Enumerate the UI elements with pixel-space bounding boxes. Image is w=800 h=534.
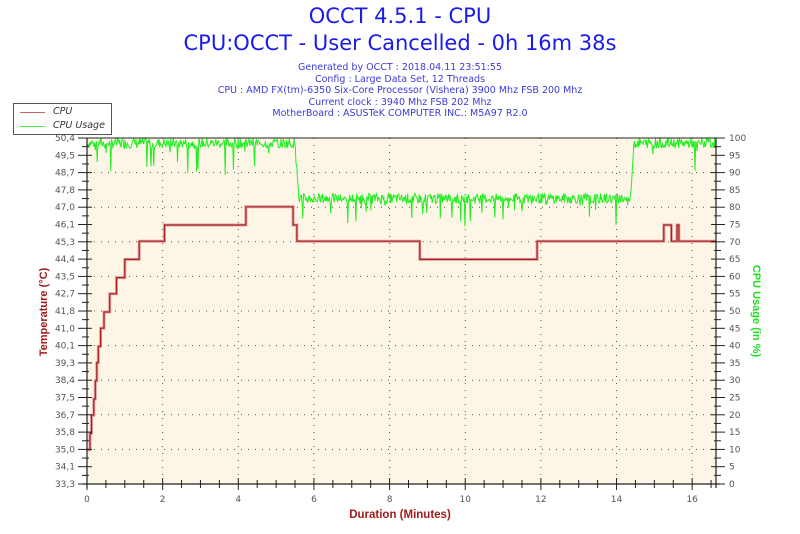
y2-tick-label: 40 bbox=[729, 342, 741, 352]
y2-tick-label: 90 bbox=[729, 169, 741, 179]
y-tick-label: 45,3 bbox=[55, 238, 75, 248]
y-tick-label: 33,3 bbox=[55, 480, 75, 490]
y-tick-label: 48,7 bbox=[55, 169, 75, 179]
y2-tick-label: 5 bbox=[729, 463, 735, 473]
info-cpu: CPU : AMD FX(tm)-6350 Six-Core Processor… bbox=[217, 85, 583, 97]
y-tick-label: 37,5 bbox=[55, 394, 75, 404]
y-tick-label: 44,4 bbox=[55, 255, 75, 265]
y2-tick-label: 50 bbox=[729, 307, 741, 317]
y2-tick-label: 65 bbox=[729, 255, 740, 265]
y-tick-label: 35,8 bbox=[55, 428, 75, 438]
y2-tick-label: 95 bbox=[729, 151, 740, 161]
y2-tick-label: 75 bbox=[729, 221, 740, 231]
y-tick-label: 47,0 bbox=[55, 203, 75, 213]
x-tick-label: 10 bbox=[460, 495, 472, 505]
y2-tick-label: 60 bbox=[729, 272, 741, 282]
cpu-usage-line bbox=[86, 136, 716, 227]
y-tick-label: 41,0 bbox=[55, 324, 75, 334]
legend-swatch-cpu bbox=[20, 112, 45, 113]
y-tick-label: 34,1 bbox=[55, 463, 75, 473]
x-tick-label: 0 bbox=[84, 495, 90, 505]
y-tick-label: 42,7 bbox=[55, 290, 75, 300]
info-config: Config : Large Data Set, 12 Threads bbox=[314, 73, 486, 85]
x-tick-label: 8 bbox=[387, 495, 393, 505]
y2-tick-label: 45 bbox=[729, 324, 740, 334]
y2-tick-label: 10 bbox=[729, 445, 741, 455]
x-axis-label: Duration (Minutes) bbox=[349, 509, 451, 521]
y-tick-label: 36,7 bbox=[55, 411, 75, 421]
chart-subtitle: CPU:OCCT - User Cancelled - 0h 16m 38s bbox=[183, 31, 617, 55]
y2-tick-label: 100 bbox=[729, 134, 746, 144]
y2-tick-label: 35 bbox=[729, 359, 740, 369]
y-tick-label: 39,3 bbox=[55, 359, 75, 369]
info-generated: Generated by OCCT : 2018.04.11 23:51:55 bbox=[298, 62, 502, 73]
y2-tick-label: 70 bbox=[729, 238, 741, 248]
y-tick-label: 40,1 bbox=[55, 342, 75, 352]
y-tick-label: 38,4 bbox=[55, 376, 75, 386]
y-tick-label: 47,8 bbox=[55, 186, 75, 196]
info-motherboard: MotherBoard : ASUSTeK COMPUTER INC.: M5A… bbox=[272, 108, 528, 120]
y-tick-label: 46,1 bbox=[55, 221, 75, 231]
x-tick-label: 6 bbox=[311, 495, 317, 505]
y-tick-label: 41,8 bbox=[55, 307, 75, 317]
info-clock: Current clock : 3940 Mhz FSB 202 Mhz bbox=[308, 96, 492, 108]
plot-area bbox=[87, 138, 716, 484]
legend-swatch-cpu-usage bbox=[20, 126, 45, 127]
cpu-temp-line bbox=[87, 206, 716, 451]
y2-tick-label: 55 bbox=[729, 290, 740, 300]
y2-tick-label: 15 bbox=[729, 428, 740, 438]
legend: CPU CPU Usage bbox=[13, 103, 112, 135]
system-info: Generated by OCCT : 2018.04.11 23:51:55 … bbox=[0, 62, 800, 120]
y-axis-label-temperature: Temperature (°C) bbox=[38, 267, 50, 357]
y2-tick-label: 20 bbox=[729, 411, 741, 421]
y-axis-label-cpu-usage: CPU Usage (in %) bbox=[750, 264, 762, 358]
y-tick-label: 43,5 bbox=[55, 272, 75, 282]
y-tick-label: 49,5 bbox=[55, 151, 75, 161]
y-tick-label: 35,0 bbox=[55, 445, 75, 455]
x-tick-label: 2 bbox=[160, 495, 166, 505]
chart-title: OCCT 4.5.1 - CPU bbox=[308, 4, 492, 28]
x-tick-label: 12 bbox=[535, 495, 546, 505]
x-tick-label: 16 bbox=[686, 495, 698, 505]
y2-tick-label: 25 bbox=[729, 394, 740, 404]
y2-tick-label: 0 bbox=[729, 480, 735, 490]
x-tick-label: 4 bbox=[235, 495, 241, 505]
y2-tick-label: 85 bbox=[729, 186, 740, 196]
y2-tick-label: 80 bbox=[729, 203, 741, 213]
x-tick-label: 14 bbox=[611, 495, 623, 505]
y-tick-label: 50,4 bbox=[55, 134, 75, 144]
y2-tick-label: 30 bbox=[729, 376, 741, 386]
